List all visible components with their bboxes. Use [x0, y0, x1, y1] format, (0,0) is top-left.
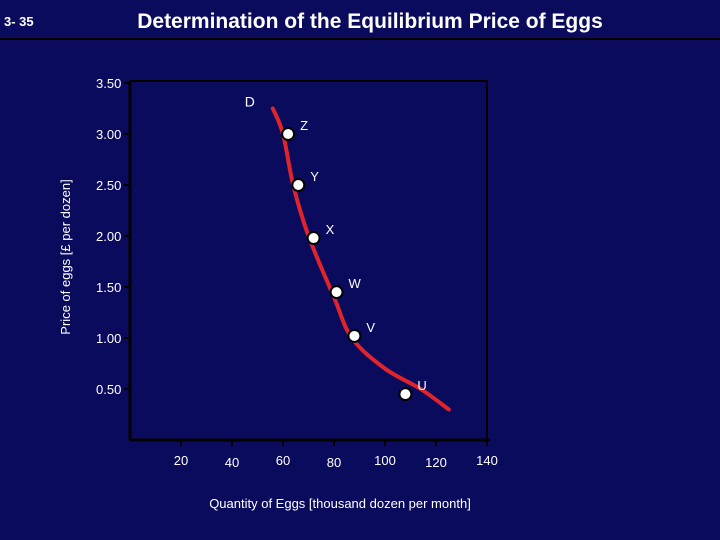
- curve-points: Z Y X W V U: [281, 118, 427, 402]
- x-tick-label: 40: [225, 455, 239, 470]
- x-tick-label: 120: [425, 455, 447, 470]
- point-x: [306, 231, 321, 246]
- x-axis-label: Quantity of Eggs [thousand dozen per mon…: [209, 496, 471, 511]
- y-tick-label: 2.00: [96, 229, 121, 244]
- x-tick-label: 80: [327, 455, 341, 470]
- x-tick-label: 20: [174, 453, 188, 468]
- point-label: Y: [310, 169, 319, 184]
- x-tick-label: 100: [374, 453, 396, 468]
- point-label: Z: [300, 118, 308, 133]
- x-tick-labels: 20 40 60 80 100 120 140: [174, 440, 498, 470]
- y-tick-label: 3.50: [96, 76, 121, 91]
- point-label: X: [326, 222, 335, 237]
- y-axis-label: Price of eggs [£ per dozen]: [58, 179, 73, 334]
- point-label: V: [366, 320, 375, 335]
- point-label: W: [349, 276, 362, 291]
- y-tick-label: 1.00: [96, 331, 121, 346]
- chart-axes: [128, 80, 490, 442]
- point-v: [347, 328, 362, 343]
- y-tick-label: 1.50: [96, 280, 121, 295]
- point-label: U: [417, 378, 426, 393]
- slide-number: 3- 35: [4, 14, 34, 29]
- point-w: [329, 285, 344, 300]
- y-tick-label: 0.50: [96, 382, 121, 397]
- x-tick-label: 140: [476, 453, 498, 468]
- y-tick-label: 3.00: [96, 127, 121, 142]
- slide-title: Determination of the Equilibrium Price o…: [137, 10, 603, 33]
- demand-curve: [270, 106, 451, 412]
- y-tick-label: 2.50: [96, 178, 121, 193]
- point-z: [281, 127, 296, 141]
- y-tick-labels: 0.50 1.00 1.50 2.00 2.50 3.00 3.50: [96, 76, 130, 397]
- point-y: [291, 178, 306, 192]
- title-divider: [0, 38, 720, 40]
- point-u: [398, 387, 413, 402]
- demand-curve-label: D: [245, 94, 255, 110]
- x-tick-label: 60: [276, 453, 290, 468]
